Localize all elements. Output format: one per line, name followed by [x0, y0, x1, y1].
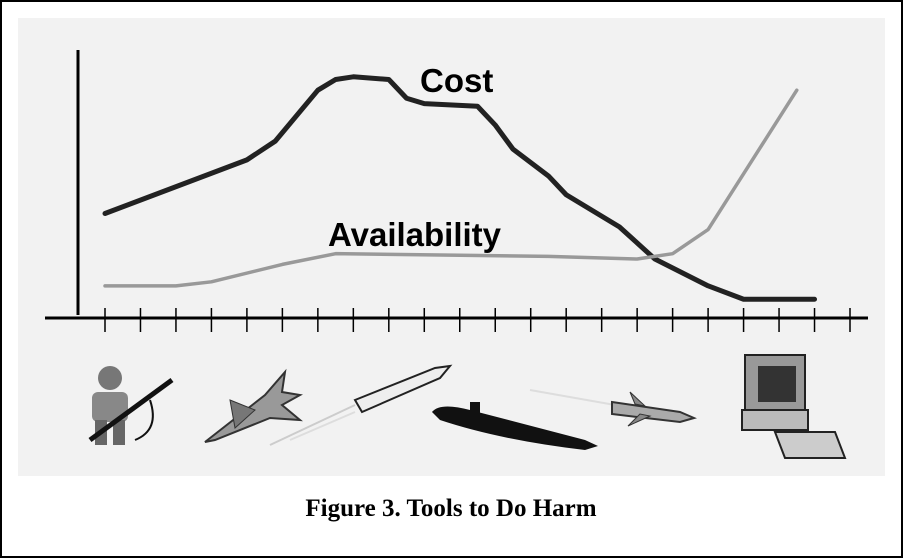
- jet-icon: [204, 368, 304, 443]
- series-line: [103, 88, 799, 288]
- caption: Figure 3. Tools to Do Harm: [305, 495, 596, 522]
- soldier-icon: [88, 366, 174, 445]
- cruise-missile-icon: [529, 389, 697, 427]
- series-label: Cost: [420, 62, 493, 99]
- panel: [18, 18, 885, 476]
- missile-icon: [269, 364, 453, 446]
- series-line: [102, 74, 818, 302]
- submarine-icon: [432, 402, 598, 450]
- series-label: Availability: [328, 216, 502, 253]
- computer-icon: [741, 354, 847, 459]
